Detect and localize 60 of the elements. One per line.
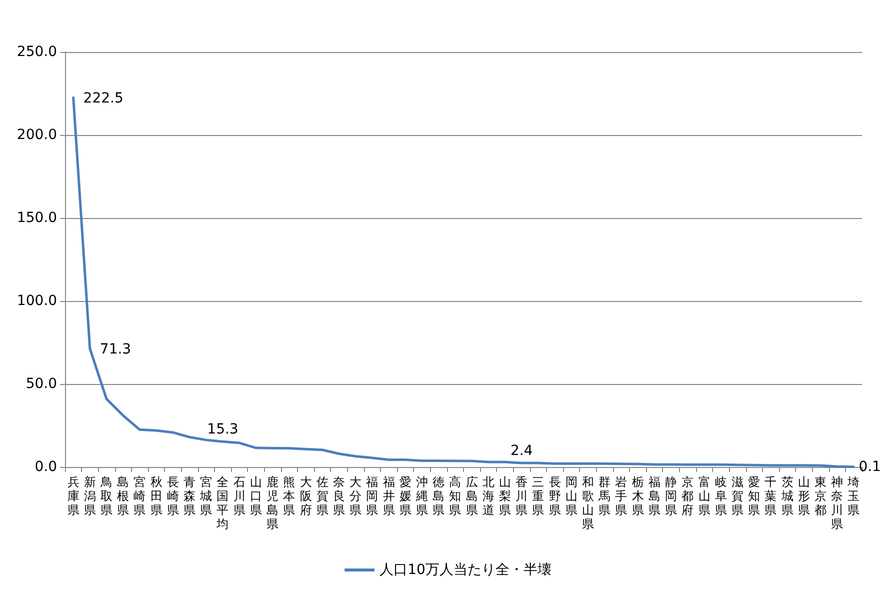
x-tick-label: 三重県 <box>532 475 544 517</box>
x-tick-label: 大分県 <box>350 475 362 517</box>
x-tick-label: 全国平均 <box>216 475 229 531</box>
y-tick-label: 100.0 <box>16 293 57 309</box>
x-tick-label: 奈良県 <box>332 475 345 517</box>
x-tick-label: 鹿児島県 <box>266 475 279 531</box>
data-label: 71.3 <box>100 342 132 358</box>
y-tick-label: 0.0 <box>34 459 57 475</box>
x-tick-label: 福井県 <box>382 475 395 517</box>
data-label: 15.3 <box>207 422 238 438</box>
x-tick-label: 岩手県 <box>615 475 628 517</box>
x-tick-label: 茨城県 <box>780 475 794 517</box>
x-tick-label: 宮崎県 <box>134 475 146 517</box>
x-tick-label: 福岡県 <box>366 475 378 517</box>
x-tick-label: 広島県 <box>466 475 478 517</box>
x-tick-label: 長崎県 <box>166 475 179 517</box>
x-tick-label: 石川県 <box>233 475 246 517</box>
x-tick-label: 大阪府 <box>300 475 312 517</box>
x-tick-label: 宮城県 <box>199 475 212 517</box>
x-tick-label: 福島県 <box>648 475 660 517</box>
data-label: 222.5 <box>83 90 124 107</box>
x-tick-label: 東京都 <box>814 475 826 517</box>
x-tick-label: 京都府 <box>682 475 694 517</box>
x-tick-label: 熊本県 <box>283 475 296 517</box>
y-tick-label: 200.0 <box>16 127 57 143</box>
x-tick-label: 秋田県 <box>150 475 162 517</box>
x-tick-label: 沖縄県 <box>414 475 428 517</box>
x-tick-label: 愛媛県 <box>399 475 412 517</box>
x-tick-label: 岐阜県 <box>714 475 727 517</box>
x-tick-label: 山口県 <box>250 475 262 517</box>
x-tick-label: 和歌山県 <box>582 475 594 531</box>
x-tick-label: 新潟県 <box>84 475 96 517</box>
x-tick-label: 北海道 <box>482 475 494 517</box>
data-label: 0.1 <box>858 458 881 475</box>
x-tick-label: 島根県 <box>117 475 130 517</box>
x-tick-label: 愛知県 <box>748 475 760 517</box>
x-tick-label: 長野県 <box>548 475 561 517</box>
x-tick-label: 岡山県 <box>565 475 578 517</box>
x-tick-label: 神奈川県 <box>831 475 844 531</box>
y-tick-label: 150.0 <box>16 210 57 226</box>
x-tick-label: 埼玉県 <box>846 475 860 517</box>
x-tick-label: 静岡県 <box>665 475 678 517</box>
x-tick-label: 群馬県 <box>598 475 611 517</box>
y-tick-label: 50.0 <box>26 376 57 392</box>
x-tick-label: 山梨県 <box>499 475 512 517</box>
x-tick-label: 香川県 <box>516 475 528 517</box>
x-tick-label: 兵庫県 <box>67 475 80 517</box>
legend-label: 人口10万人当たり全・半壊 <box>380 562 552 578</box>
x-tick-label: 佐賀県 <box>316 475 328 517</box>
data-label: 2.4 <box>510 443 533 460</box>
x-tick-label: 青森県 <box>184 475 196 517</box>
x-tick-label: 滋賀県 <box>731 475 744 517</box>
x-tick-label: 栃木県 <box>632 475 644 517</box>
x-tick-label: 徳島県 <box>432 475 445 517</box>
x-tick-label: 富山県 <box>698 475 710 517</box>
x-tick-label: 高知県 <box>449 475 462 517</box>
x-tick-label: 山形県 <box>798 475 810 517</box>
x-tick-label: 千葉県 <box>764 475 777 517</box>
y-tick-label: 250.0 <box>16 44 57 60</box>
x-tick-label: 鳥取県 <box>100 475 113 517</box>
